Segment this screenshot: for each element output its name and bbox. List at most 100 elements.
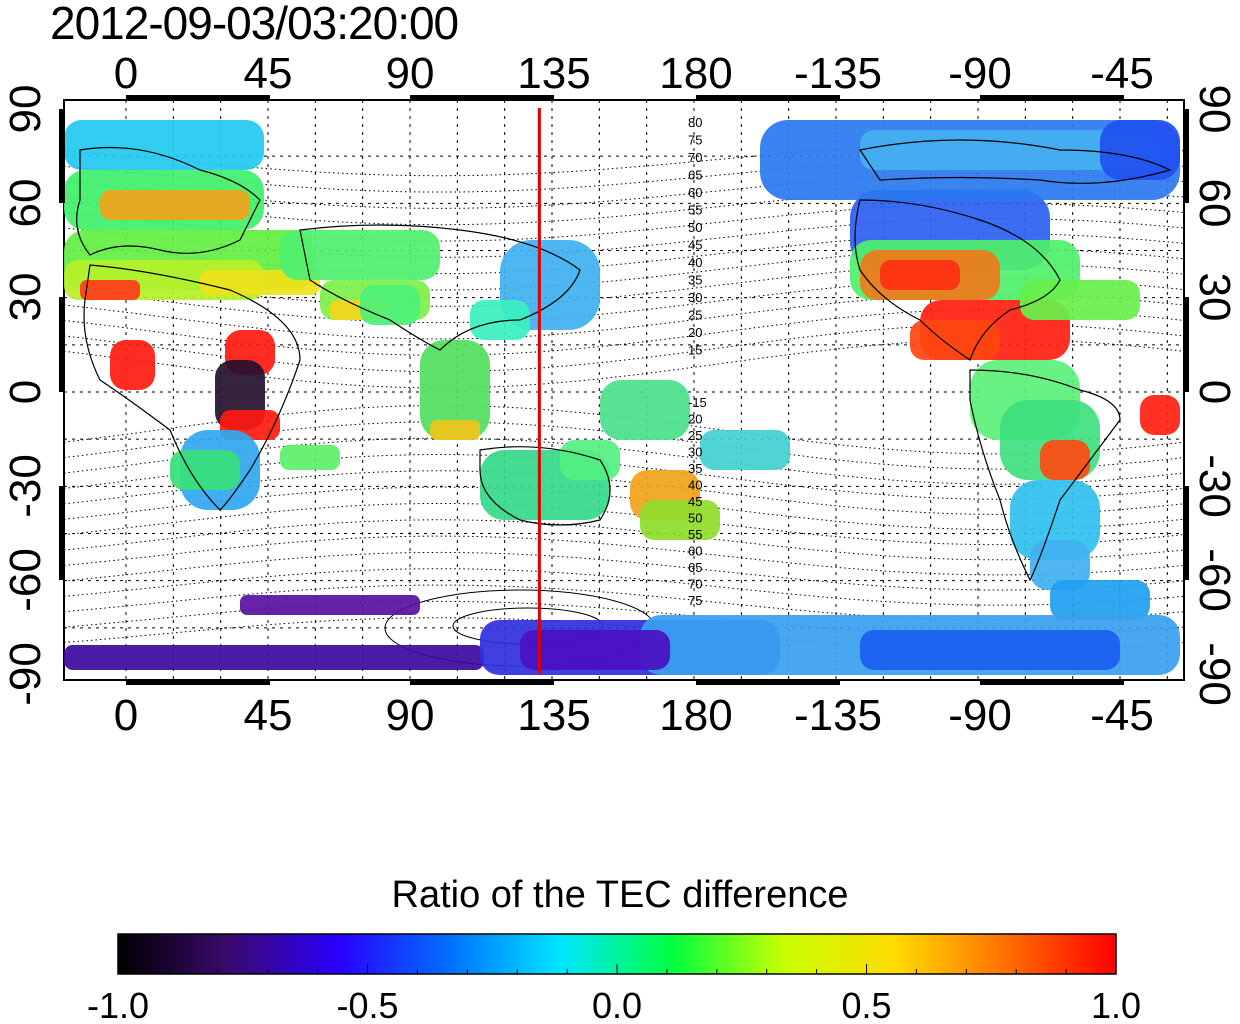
left-lat-tick-label: -30 [1, 454, 50, 518]
axis-segment-top [980, 95, 1124, 101]
tec-patch [420, 340, 490, 440]
tec-patch [700, 430, 790, 470]
mlat-contour [63, 470, 1185, 515]
map-axes [59, 95, 1189, 685]
colorbar-ticks: -1.0 -0.5 0.0 0.5 1.0 [87, 964, 1141, 1024]
mlat-label-north: 55 [688, 203, 702, 218]
mlat-label-north: 40 [688, 255, 702, 270]
right-latitude-labels: 90 60 30 0 -30 -60 -90 [1190, 85, 1239, 706]
tec-patch [520, 630, 670, 670]
left-lat-tick-label: 0 [1, 380, 50, 404]
tec-patch [64, 645, 484, 670]
bottom-lon-tick-label: -90 [948, 691, 1012, 740]
coastline [854, 199, 1061, 361]
mlat-label-north: 60 [688, 185, 702, 200]
mlat-contour [63, 486, 1185, 530]
left-latitude-labels: 90 60 30 0 -30 -60 -90 [1, 85, 50, 706]
mlat-contour [63, 535, 1185, 576]
axis-segment-left [59, 297, 65, 392]
tec-patch [280, 230, 440, 280]
colorbar-title: Ratio of the TEC difference [391, 874, 849, 916]
tec-patch [1040, 440, 1090, 480]
right-lat-tick-label: 0 [1190, 380, 1239, 404]
colorbar-tick-label: 1.0 [1091, 985, 1141, 1024]
mlat-label-north: 80 [688, 115, 702, 130]
tec-patch [280, 445, 340, 470]
magnetic-latitude-labels: 8075706560555045403530252015-15202530354… [688, 115, 707, 608]
mlat-label-north: 65 [688, 168, 702, 183]
tec-patch [430, 420, 480, 440]
mlat-label-south: 60 [688, 544, 702, 559]
mlat-label-south: 65 [688, 560, 702, 575]
tec-patch [1030, 540, 1090, 590]
tec-patch [640, 500, 720, 540]
tec-patch [360, 285, 420, 325]
bottom-lon-tick-label: 90 [386, 691, 435, 740]
mlat-label-south: 50 [688, 511, 702, 526]
coastline [969, 369, 1121, 582]
coastlines [76, 139, 1172, 582]
mlat-contour [63, 551, 1185, 591]
coastline [76, 146, 261, 256]
mlat-label-north: 45 [688, 238, 702, 253]
right-lat-tick-label: -90 [1190, 642, 1239, 706]
mlat-label-south: 70 [688, 577, 702, 592]
mlat-label-south: 35 [688, 461, 702, 476]
mlat-label-south: 20 [688, 412, 702, 427]
tec-patch [600, 380, 690, 440]
bottom-lon-tick-label: -135 [794, 691, 882, 740]
bottom-lon-tick-label: 0 [114, 691, 138, 740]
mlat-label-south: 45 [688, 494, 702, 509]
bottom-lon-tick-label: 180 [659, 691, 732, 740]
mlat-contour [63, 503, 1185, 546]
mlat-contour [63, 519, 1185, 561]
bottom-longitude-labels: 0 45 90 135 180 -135 -90 -45 [114, 691, 1154, 740]
tec-patch [470, 300, 530, 340]
right-lat-tick-label: 90 [1190, 85, 1239, 134]
mlat-contour [63, 339, 1185, 389]
right-lat-tick-label: -60 [1190, 548, 1239, 612]
axis-segment-left [59, 109, 65, 203]
top-lon-tick-label: 0 [114, 49, 138, 98]
mlat-label-north: 15 [688, 343, 702, 358]
mlat-label-south: 55 [688, 527, 702, 542]
axis-segment-right [1183, 297, 1189, 392]
tec-patch [64, 120, 264, 170]
tec-patch [110, 340, 155, 390]
top-lon-tick-label: -45 [1090, 49, 1154, 98]
mlat-label-south: 25 [688, 428, 702, 443]
right-lat-tick-label: 30 [1190, 273, 1239, 322]
right-lat-tick-label: 60 [1190, 179, 1239, 228]
mlat-label-north: 25 [688, 308, 702, 323]
top-lon-tick-label: 135 [517, 49, 590, 98]
tec-patch [880, 260, 960, 290]
axis-segment-bottom [696, 679, 840, 685]
mlat-label-north: 70 [688, 150, 702, 165]
mlat-label-north: 20 [688, 325, 702, 340]
colorbar-tick-label: -0.5 [336, 985, 398, 1024]
mlat-label-north: 30 [688, 290, 702, 305]
axis-segment-left [59, 486, 65, 580]
right-lat-tick-label: -30 [1190, 454, 1239, 518]
coastline [859, 139, 1172, 184]
mlat-label-north: 35 [688, 273, 702, 288]
mlat-label-south: 40 [688, 478, 702, 493]
top-lon-tick-label: 45 [244, 49, 293, 98]
tec-patch [1050, 580, 1150, 620]
top-lon-tick-label: -135 [794, 49, 882, 98]
bottom-lon-tick-label: 135 [517, 691, 590, 740]
axis-segment-top [410, 95, 554, 101]
top-lon-tick-label: 90 [386, 49, 435, 98]
mlat-label-south: -15 [688, 395, 707, 410]
mlat-label-south: 75 [688, 593, 702, 608]
tec-patch [80, 280, 140, 300]
colorbar-tick-label: 0.5 [841, 985, 891, 1024]
tec-patch [560, 440, 620, 480]
colorbar-tick-label: 0.0 [592, 985, 642, 1024]
left-lat-tick-label: 90 [1, 85, 50, 134]
colorbar-tick-label: -1.0 [87, 985, 149, 1024]
axis-segment-bottom [980, 679, 1124, 685]
axis-segment-top [696, 95, 840, 101]
axis-segment-right [1183, 109, 1189, 203]
tec-patch [860, 630, 1120, 670]
